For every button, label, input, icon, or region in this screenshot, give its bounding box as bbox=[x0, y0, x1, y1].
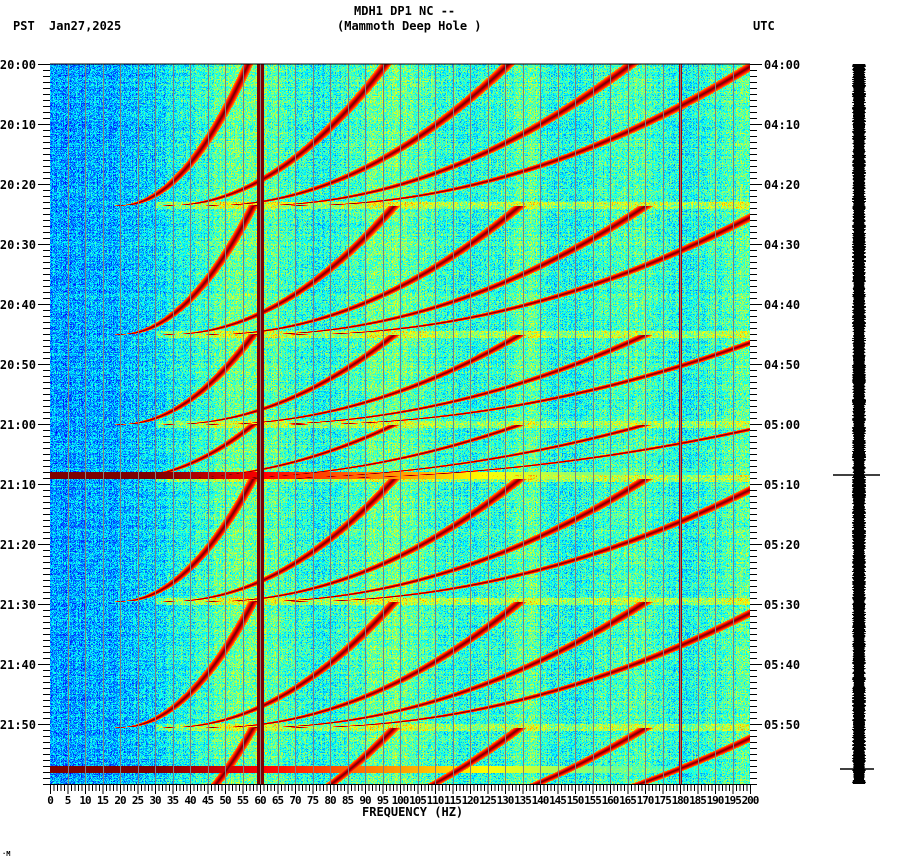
y-tick-label-right: 04:40 bbox=[764, 298, 800, 312]
y-tick-label-left: 20:20 bbox=[0, 178, 36, 192]
x-tick-label: 130 bbox=[497, 794, 514, 807]
y-tick-label-left: 21:40 bbox=[0, 658, 36, 672]
x-tick-label: 75 bbox=[307, 794, 319, 807]
x-tick-label: 15 bbox=[97, 794, 109, 807]
x-tick-label: 45 bbox=[202, 794, 214, 807]
x-tick-label: 10 bbox=[79, 794, 91, 807]
x-tick-label: 0 bbox=[47, 794, 53, 807]
x-tick-label: 50 bbox=[219, 794, 231, 807]
x-tick-label: 180 bbox=[672, 794, 689, 807]
x-tick-label: 40 bbox=[184, 794, 196, 807]
y-tick-label-right: 04:20 bbox=[764, 178, 800, 192]
x-tick-label: 100 bbox=[392, 794, 409, 807]
x-tick-label: 110 bbox=[427, 794, 444, 807]
x-tick-label: 155 bbox=[584, 794, 601, 807]
x-tick-label: 35 bbox=[167, 794, 179, 807]
x-tick-label: 60 bbox=[254, 794, 266, 807]
x-tick-label: 185 bbox=[689, 794, 706, 807]
seismogram-waveform bbox=[852, 64, 866, 784]
x-tick-label: 135 bbox=[514, 794, 531, 807]
y-tick-label-left: 20:10 bbox=[0, 118, 36, 132]
seismogram-trace bbox=[833, 64, 880, 784]
x-tick-label: 20 bbox=[114, 794, 126, 807]
y-tick-label-left: 21:10 bbox=[0, 478, 36, 492]
x-tick-label: 145 bbox=[549, 794, 566, 807]
right-timezone: UTC bbox=[753, 19, 775, 33]
y-tick-label-left: 20:00 bbox=[0, 58, 36, 72]
x-tick-label: 195 bbox=[724, 794, 741, 807]
y-tick-label-left: 20:50 bbox=[0, 358, 36, 372]
x-tick-label: 30 bbox=[149, 794, 161, 807]
x-tick-label: 160 bbox=[602, 794, 619, 807]
x-tick-label: 105 bbox=[409, 794, 426, 807]
y-tick-label-left: 21:20 bbox=[0, 538, 36, 552]
station-title: MDH1 DP1 NC -- bbox=[354, 4, 456, 18]
y-tick-label-left: 20:40 bbox=[0, 298, 36, 312]
left-timezone: PST bbox=[13, 19, 35, 33]
x-tick-label: 95 bbox=[377, 794, 389, 807]
x-tick-label: 125 bbox=[479, 794, 496, 807]
x-tick-label: 150 bbox=[567, 794, 584, 807]
site-name: (Mammoth Deep Hole ) bbox=[337, 19, 482, 33]
y-tick-label-left: 21:50 bbox=[0, 718, 36, 732]
spectrogram-heatmap bbox=[50, 64, 750, 784]
date-label: Jan27,2025 bbox=[49, 19, 122, 33]
y-tick-label-right: 04:30 bbox=[764, 238, 800, 252]
x-tick-label: 200 bbox=[742, 794, 759, 807]
x-tick-label: 170 bbox=[637, 794, 654, 807]
x-tick-label: 80 bbox=[324, 794, 336, 807]
y-tick-label-right: 05:40 bbox=[764, 658, 800, 672]
x-tick-label: 90 bbox=[359, 794, 371, 807]
y-tick-label-right: 04:50 bbox=[764, 358, 800, 372]
y-tick-label-right: 05:20 bbox=[764, 538, 800, 552]
x-tick-label: 65 bbox=[272, 794, 284, 807]
x-tick-label: 85 bbox=[342, 794, 354, 807]
x-tick-label: 115 bbox=[444, 794, 461, 807]
y-tick-label-left: 21:00 bbox=[0, 418, 36, 432]
y-tick-label-right: 04:00 bbox=[764, 58, 800, 72]
x-tick-label: 5 bbox=[65, 794, 71, 807]
x-tick-label: 140 bbox=[532, 794, 549, 807]
x-tick-label: 190 bbox=[707, 794, 724, 807]
x-axis-label: FREQUENCY (HZ) bbox=[362, 805, 464, 819]
y-tick-label-right: 04:10 bbox=[764, 118, 800, 132]
x-tick-label: 120 bbox=[462, 794, 479, 807]
x-tick-label: 25 bbox=[132, 794, 144, 807]
y-tick-label-left: 20:30 bbox=[0, 238, 36, 252]
x-tick-label: 70 bbox=[289, 794, 301, 807]
y-tick-label-right: 05:10 bbox=[764, 478, 800, 492]
y-tick-label-right: 05:30 bbox=[764, 598, 800, 612]
x-tick-label: 55 bbox=[237, 794, 249, 807]
y-tick-label-right: 05:50 bbox=[764, 718, 800, 732]
footer-mark: ·M bbox=[2, 850, 11, 858]
y-tick-label-left: 21:30 bbox=[0, 598, 36, 612]
x-tick-label: 165 bbox=[619, 794, 636, 807]
y-tick-label-right: 05:00 bbox=[764, 418, 800, 432]
x-tick-label: 175 bbox=[654, 794, 671, 807]
